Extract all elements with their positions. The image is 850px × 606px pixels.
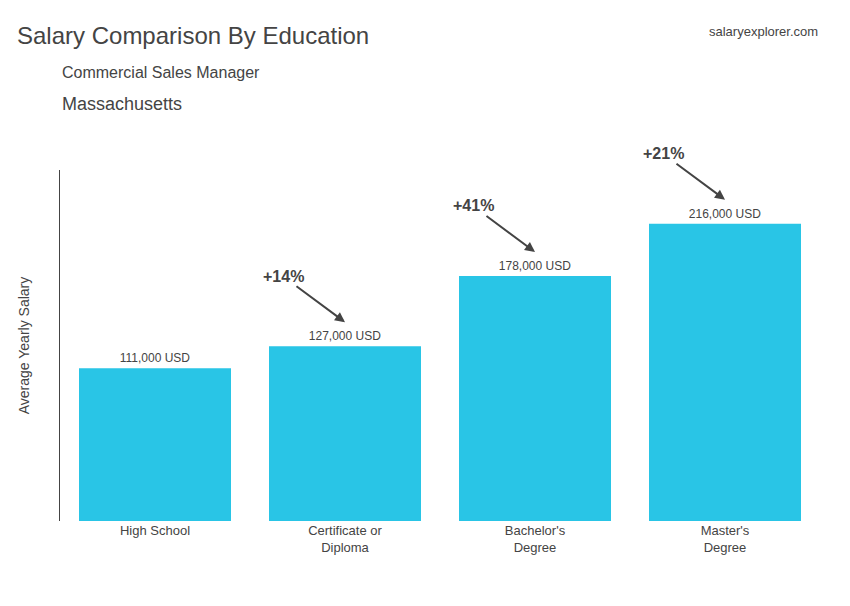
svg-text:High School: High School bbox=[120, 523, 190, 538]
svg-text:+41%: +41% bbox=[453, 197, 494, 214]
svg-text:111,000 USD: 111,000 USD bbox=[120, 351, 191, 365]
svg-text:178,000 USD: 178,000 USD bbox=[499, 259, 571, 273]
svg-text:Bachelor'sDegree: Bachelor'sDegree bbox=[505, 523, 566, 555]
svg-text:Average Yearly Salary: Average Yearly Salary bbox=[16, 277, 32, 415]
svg-text:salaryexplorer.com: salaryexplorer.com bbox=[709, 24, 818, 39]
svg-text:Certificate orDiploma: Certificate orDiploma bbox=[308, 523, 382, 555]
svg-text:Massachusetts: Massachusetts bbox=[62, 94, 182, 114]
svg-text:+14%: +14% bbox=[263, 268, 304, 285]
svg-text:127,000 USD: 127,000 USD bbox=[309, 329, 381, 343]
svg-text:Commercial Sales Manager: Commercial Sales Manager bbox=[62, 64, 260, 81]
svg-text:+21%: +21% bbox=[643, 145, 684, 162]
svg-text:216,000 USD: 216,000 USD bbox=[689, 207, 761, 221]
svg-text:Salary Comparison By Education: Salary Comparison By Education bbox=[17, 22, 369, 49]
svg-text:Master'sDegree: Master'sDegree bbox=[701, 523, 750, 555]
